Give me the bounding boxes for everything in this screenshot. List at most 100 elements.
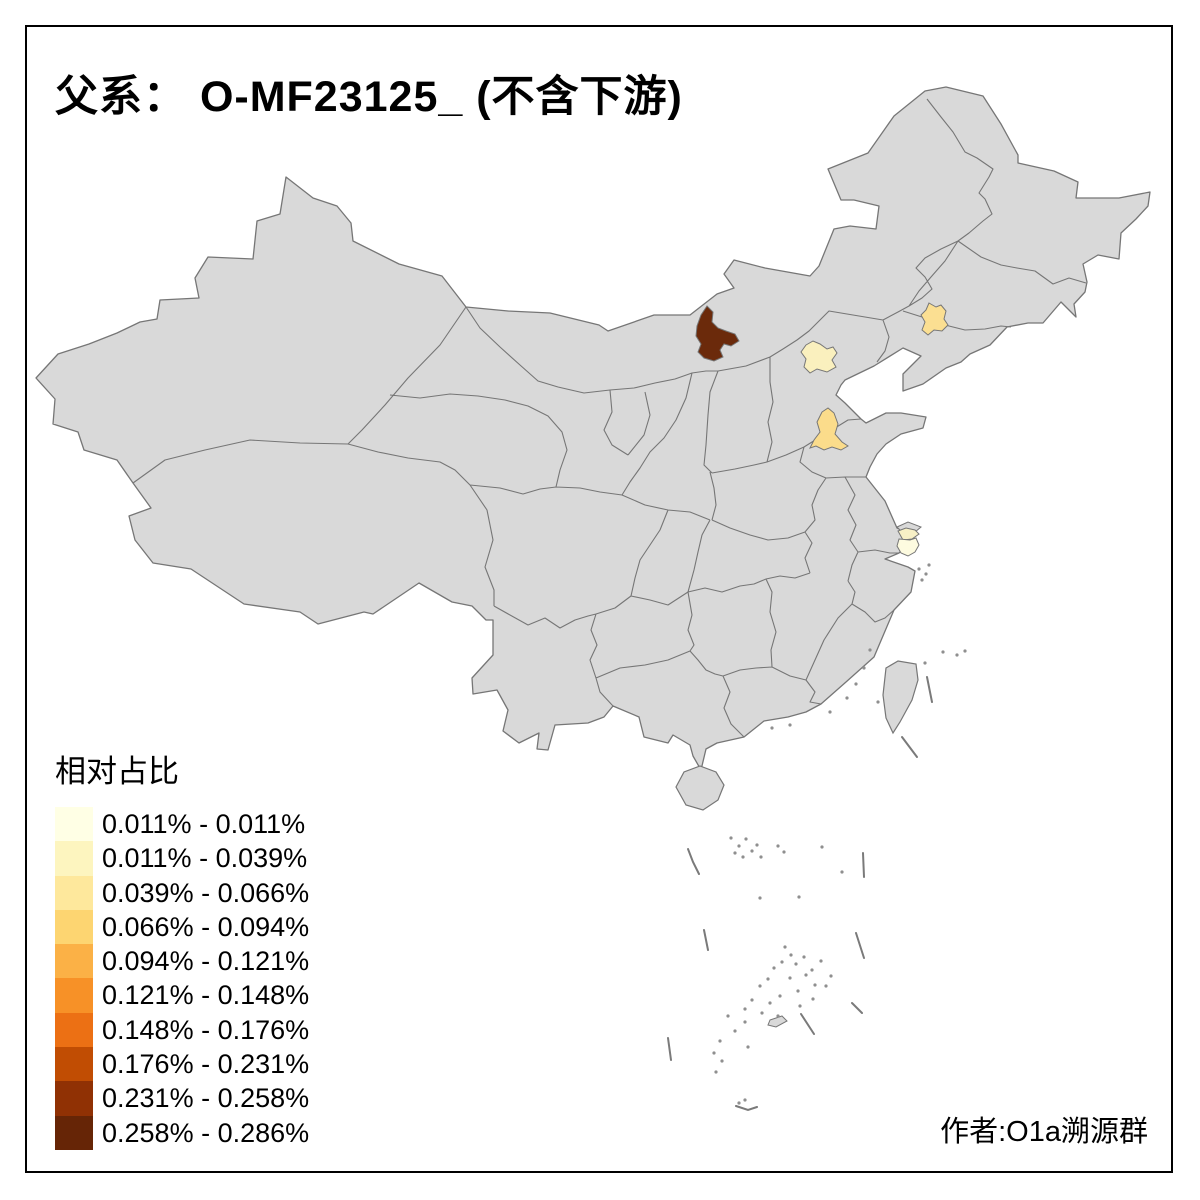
legend-item: 0.231% - 0.258% <box>55 1081 310 1116</box>
legend-item-label: 0.039% - 0.066% <box>102 877 310 908</box>
islet-speck <box>789 953 793 957</box>
legend-item: 0.258% - 0.286% <box>55 1115 310 1150</box>
islet-speck <box>868 648 872 652</box>
islet-speck <box>758 984 762 988</box>
islet-speck <box>876 700 880 704</box>
taiwan-island <box>882 660 919 735</box>
islet-speck <box>798 1004 802 1008</box>
south-china-sea-islet <box>767 1015 788 1028</box>
islet-speck <box>927 563 931 567</box>
islet-speck <box>750 849 754 853</box>
islet-speck <box>714 1070 718 1074</box>
islet-speck <box>780 960 784 964</box>
legend-item: 0.121% - 0.148% <box>55 978 310 1013</box>
legend-items: 0.011% - 0.011% 0.011% - 0.039% 0.039% - 0… <box>55 807 309 1150</box>
legend-swatch <box>55 1081 93 1116</box>
islet-speck <box>820 845 824 849</box>
islet-speck <box>924 572 928 576</box>
islet-speck <box>760 1011 764 1015</box>
islet-speck <box>778 994 782 998</box>
islet-speck <box>746 1045 750 1049</box>
islet-speck <box>824 984 828 988</box>
islet-speck <box>963 649 967 653</box>
islet-speck <box>782 850 786 854</box>
author-credit: 作者:O1a溯源群 <box>940 1116 1148 1148</box>
legend-item-label: 0.231% - 0.258% <box>102 1083 310 1114</box>
legend-item: 0.148% - 0.176% <box>55 1012 309 1048</box>
islet-speck <box>766 977 770 981</box>
islet-speck <box>917 567 921 571</box>
islet-speck <box>776 844 780 848</box>
islet-speck <box>712 1051 716 1055</box>
islet-speck <box>783 945 787 949</box>
legend-swatch <box>55 909 93 945</box>
province-borders <box>132 98 1087 738</box>
islet-speck <box>733 851 737 855</box>
page-title: 父系： O-MF23125_ (不含下游) <box>55 73 683 121</box>
islet-speck <box>854 682 858 686</box>
islet-speck <box>788 723 792 727</box>
legend-swatch <box>55 807 93 842</box>
islet-speck <box>802 955 806 959</box>
legend-item: 0.094% - 0.121% <box>55 944 309 979</box>
islet-speck <box>720 1059 724 1063</box>
islet-speck <box>797 895 801 899</box>
islet-speck <box>733 1029 737 1033</box>
islet-speck <box>743 1007 747 1011</box>
legend-swatch <box>55 1047 93 1082</box>
islet-speck <box>744 837 748 841</box>
legend-item: 0.066% - 0.094% <box>55 909 310 945</box>
legend-swatch <box>55 841 93 876</box>
islet-speck <box>759 855 763 859</box>
region-jiangsu-highlight-south <box>896 537 920 557</box>
islet-speck <box>776 1014 780 1018</box>
islet-speck <box>729 836 733 840</box>
islet-speck <box>920 578 924 582</box>
islet-speck <box>804 973 808 977</box>
islet-speck <box>737 1101 741 1105</box>
islet-speck <box>811 997 815 1001</box>
islet-speck <box>726 1014 730 1018</box>
islet-speck <box>770 726 774 730</box>
islet-speck <box>829 974 833 978</box>
legend-item-label: 0.258% - 0.286% <box>102 1117 310 1148</box>
legend-swatch <box>55 978 93 1013</box>
islet-speck <box>768 1001 772 1005</box>
islet-speck <box>772 966 776 970</box>
region-beijing-highlight <box>800 340 838 374</box>
hainan-island <box>675 765 725 811</box>
islet-speck <box>750 998 754 1002</box>
legend-item-label: 0.176% - 0.231% <box>102 1049 310 1080</box>
islet-speck <box>819 959 823 963</box>
islet-speck <box>828 710 832 714</box>
legend: 相对占比 0.011% - 0.011% 0.011% - 0.039% 0.039… <box>55 746 309 1150</box>
islet-speck <box>845 696 849 700</box>
legend-item-label: 0.011% - 0.039% <box>102 843 308 874</box>
islet-speck <box>718 1039 722 1043</box>
islet-speck <box>796 989 800 993</box>
islet-speck <box>955 653 959 657</box>
islet-speck <box>813 983 817 987</box>
legend-item: 0.011% - 0.011% <box>55 807 309 842</box>
legend-item-label: 0.121% - 0.148% <box>102 980 310 1011</box>
legend-item: 0.039% - 0.066% <box>55 875 310 910</box>
legend-swatch <box>55 875 93 910</box>
islet-speck <box>862 666 866 670</box>
legend-item-label: 0.066% - 0.094% <box>102 911 310 942</box>
region-shandong-highlight <box>809 407 849 451</box>
legend-item-label: 0.011% - 0.011% <box>102 809 306 839</box>
islet-speck <box>810 968 814 972</box>
legend-item: 0.176% - 0.231% <box>55 1047 310 1082</box>
legend-swatch <box>55 1012 93 1048</box>
islet-speck <box>788 976 792 980</box>
islet-speck <box>840 870 844 874</box>
islet-speck <box>758 896 762 900</box>
nine-dash-line <box>667 676 933 1112</box>
islet-speck <box>755 843 759 847</box>
islet-speck <box>941 650 945 654</box>
legend-item: 0.011% - 0.039% <box>55 841 309 876</box>
legend-swatch <box>55 1115 93 1150</box>
plot-frame <box>25 25 1173 1173</box>
